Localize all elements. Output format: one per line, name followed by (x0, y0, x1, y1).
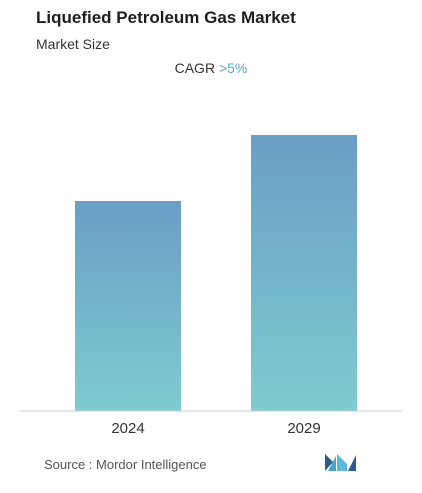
bar-2029 (251, 135, 357, 411)
source-name: Mordor Intelligence (96, 457, 207, 472)
page-title: Liquefied Petroleum Gas Market (36, 8, 296, 27)
cagr-label: CAGR (174, 60, 216, 76)
logo-icon (325, 454, 356, 471)
chart-subtitle: Market Size (36, 36, 110, 52)
cagr-value: >5% (218, 60, 248, 76)
x-tick-label-2029: 2029 (287, 420, 320, 437)
x-tick-label-2024: 2024 (111, 420, 144, 437)
mordor-intelligence-logo (325, 452, 359, 477)
bar-2024 (75, 201, 181, 411)
cagr-indicator: CAGR >5% (0, 60, 422, 76)
source-note: Source : Mordor Intelligence (44, 457, 207, 472)
source-label: Source : (44, 457, 93, 472)
